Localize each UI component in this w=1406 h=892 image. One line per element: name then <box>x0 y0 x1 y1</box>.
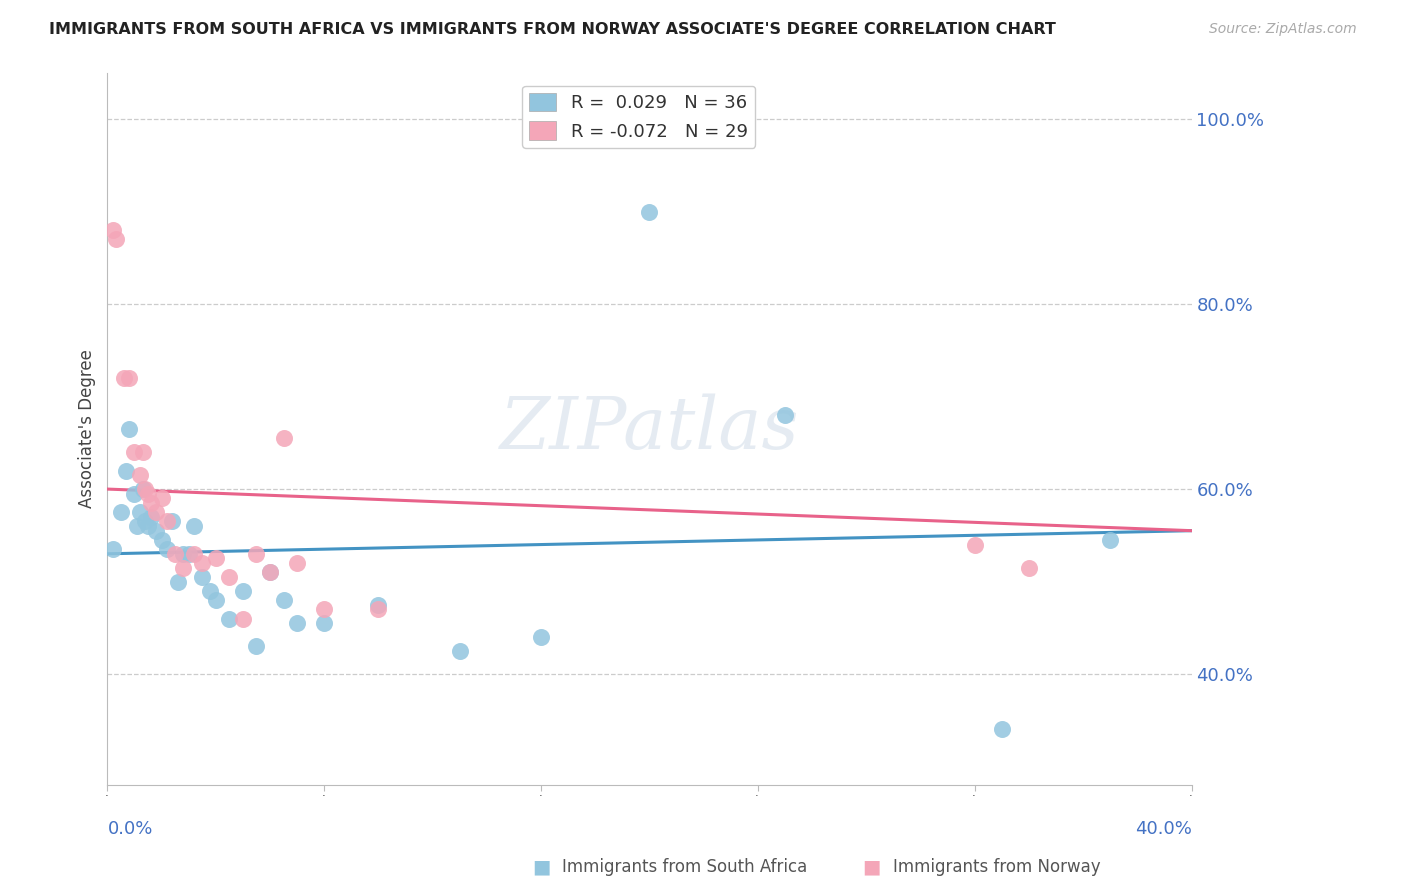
Point <box>134 482 156 496</box>
Point <box>162 515 184 529</box>
Point <box>101 542 124 557</box>
Point <box>156 542 179 557</box>
Point <box>273 593 295 607</box>
Point <box>124 445 146 459</box>
Point <box>172 560 194 574</box>
Point <box>245 640 267 654</box>
Point <box>191 570 214 584</box>
Point <box>367 598 389 612</box>
Point <box>232 583 254 598</box>
Point <box>150 533 173 547</box>
Point <box>218 570 240 584</box>
Legend: R =  0.029   N = 36, R = -0.072   N = 29: R = 0.029 N = 36, R = -0.072 N = 29 <box>522 86 755 148</box>
Point <box>963 537 986 551</box>
Point <box>245 547 267 561</box>
Point <box>166 574 188 589</box>
Point <box>191 556 214 570</box>
Y-axis label: Associate's Degree: Associate's Degree <box>79 350 96 508</box>
Point <box>165 547 187 561</box>
Point <box>314 602 336 616</box>
Point <box>127 519 149 533</box>
Point <box>110 505 132 519</box>
Point <box>232 611 254 625</box>
Point <box>773 408 796 422</box>
Point <box>115 464 138 478</box>
Text: Immigrants from South Africa: Immigrants from South Africa <box>562 858 807 876</box>
Point <box>638 204 661 219</box>
Point <box>273 431 295 445</box>
Point <box>131 482 153 496</box>
Point <box>145 505 167 519</box>
Text: IMMIGRANTS FROM SOUTH AFRICA VS IMMIGRANTS FROM NORWAY ASSOCIATE'S DEGREE CORREL: IMMIGRANTS FROM SOUTH AFRICA VS IMMIGRAN… <box>49 22 1056 37</box>
Point <box>156 515 179 529</box>
Point <box>136 486 159 500</box>
Text: ■: ■ <box>862 857 882 877</box>
Text: 40.0%: 40.0% <box>1135 820 1192 838</box>
Point <box>150 491 173 506</box>
Point <box>1018 560 1040 574</box>
Point <box>112 371 135 385</box>
Point <box>183 519 205 533</box>
Text: Immigrants from Norway: Immigrants from Norway <box>893 858 1101 876</box>
Point <box>200 583 222 598</box>
Point <box>259 566 281 580</box>
Point <box>118 371 141 385</box>
Point <box>991 723 1014 737</box>
Point <box>101 223 124 237</box>
Point <box>177 547 200 561</box>
Point <box>204 593 226 607</box>
Point <box>314 616 336 631</box>
Point <box>218 611 240 625</box>
Point <box>204 551 226 566</box>
Point <box>259 566 281 580</box>
Point <box>449 644 471 658</box>
Point <box>1099 533 1122 547</box>
Point <box>129 505 152 519</box>
Point <box>183 547 205 561</box>
Point <box>139 496 162 510</box>
Point <box>367 602 389 616</box>
Point <box>134 515 156 529</box>
Point <box>131 445 153 459</box>
Point <box>136 519 159 533</box>
Point <box>285 556 308 570</box>
Point <box>145 524 167 538</box>
Point <box>285 616 308 631</box>
Point <box>104 232 127 246</box>
Point <box>124 486 146 500</box>
Text: ZIPatlas: ZIPatlas <box>499 393 799 464</box>
Text: Source: ZipAtlas.com: Source: ZipAtlas.com <box>1209 22 1357 37</box>
Point <box>139 509 162 524</box>
Point <box>172 547 194 561</box>
Point <box>118 422 141 436</box>
Text: 0.0%: 0.0% <box>107 820 153 838</box>
Text: ■: ■ <box>531 857 551 877</box>
Point <box>129 468 152 483</box>
Point <box>530 630 553 644</box>
